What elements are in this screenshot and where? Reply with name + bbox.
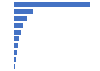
Bar <box>14 64 15 69</box>
Bar <box>14 30 21 35</box>
Bar <box>14 50 17 55</box>
Bar <box>14 9 33 14</box>
Bar <box>14 16 27 21</box>
Bar <box>14 2 90 7</box>
Bar <box>14 57 16 62</box>
Bar <box>14 43 18 48</box>
Bar <box>14 36 19 41</box>
Bar <box>14 23 23 28</box>
